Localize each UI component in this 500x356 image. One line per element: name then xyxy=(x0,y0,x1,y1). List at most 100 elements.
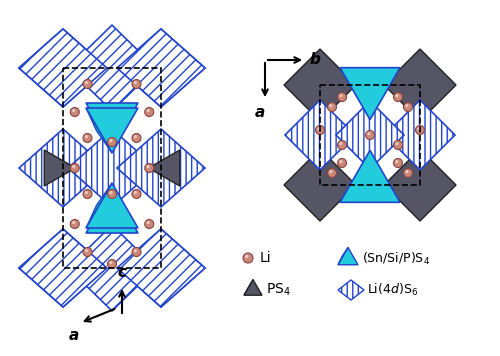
Polygon shape xyxy=(148,150,180,186)
Circle shape xyxy=(70,108,80,116)
Circle shape xyxy=(110,191,112,194)
Circle shape xyxy=(396,160,398,163)
Polygon shape xyxy=(68,129,156,207)
Circle shape xyxy=(134,191,137,194)
Polygon shape xyxy=(340,150,400,202)
Polygon shape xyxy=(244,279,262,295)
Circle shape xyxy=(406,170,408,173)
Circle shape xyxy=(134,135,137,138)
Text: Li: Li xyxy=(260,251,272,265)
Circle shape xyxy=(243,253,253,263)
Polygon shape xyxy=(68,225,156,311)
Circle shape xyxy=(245,255,248,258)
Circle shape xyxy=(144,108,154,116)
Circle shape xyxy=(418,127,420,130)
Polygon shape xyxy=(284,49,356,121)
Polygon shape xyxy=(117,29,205,107)
Circle shape xyxy=(328,103,336,111)
Polygon shape xyxy=(19,229,107,307)
Polygon shape xyxy=(384,149,456,221)
Text: (Sn/Si/P)S$_4$: (Sn/Si/P)S$_4$ xyxy=(362,251,430,267)
Circle shape xyxy=(108,260,116,268)
Polygon shape xyxy=(19,29,107,107)
Polygon shape xyxy=(86,183,112,228)
Polygon shape xyxy=(68,25,156,111)
Circle shape xyxy=(146,221,150,224)
Circle shape xyxy=(396,94,398,97)
Circle shape xyxy=(83,134,92,142)
Circle shape xyxy=(85,135,88,138)
Circle shape xyxy=(72,109,75,112)
Circle shape xyxy=(72,165,75,168)
Circle shape xyxy=(85,249,88,252)
Polygon shape xyxy=(338,280,364,300)
Text: c: c xyxy=(118,265,126,280)
Text: b: b xyxy=(310,52,321,68)
Circle shape xyxy=(85,191,88,194)
Circle shape xyxy=(146,165,150,168)
Circle shape xyxy=(144,163,154,173)
Circle shape xyxy=(146,109,150,112)
Circle shape xyxy=(394,93,402,101)
Polygon shape xyxy=(19,129,107,207)
Circle shape xyxy=(132,79,141,89)
Circle shape xyxy=(338,93,346,101)
Circle shape xyxy=(368,132,370,135)
Circle shape xyxy=(316,126,324,135)
Circle shape xyxy=(134,249,137,252)
Polygon shape xyxy=(117,129,205,207)
Circle shape xyxy=(338,158,346,168)
Polygon shape xyxy=(117,29,205,107)
Polygon shape xyxy=(68,229,156,307)
Polygon shape xyxy=(284,149,356,221)
Circle shape xyxy=(338,141,346,150)
Circle shape xyxy=(70,163,80,173)
Circle shape xyxy=(330,170,332,173)
Circle shape xyxy=(396,142,398,145)
Polygon shape xyxy=(117,229,205,307)
Polygon shape xyxy=(86,108,112,153)
Circle shape xyxy=(404,103,412,111)
Polygon shape xyxy=(44,150,76,186)
Circle shape xyxy=(85,81,88,84)
Polygon shape xyxy=(86,108,138,153)
Polygon shape xyxy=(86,188,138,233)
Circle shape xyxy=(72,221,75,224)
Circle shape xyxy=(108,189,116,199)
Polygon shape xyxy=(338,247,348,265)
Circle shape xyxy=(110,139,112,142)
Circle shape xyxy=(340,160,342,163)
Polygon shape xyxy=(384,49,456,121)
Circle shape xyxy=(406,104,408,107)
Polygon shape xyxy=(19,229,107,307)
Polygon shape xyxy=(19,29,107,107)
Polygon shape xyxy=(244,279,253,295)
Polygon shape xyxy=(285,100,355,170)
Circle shape xyxy=(416,126,424,135)
Polygon shape xyxy=(117,229,205,307)
Circle shape xyxy=(110,261,112,264)
Circle shape xyxy=(318,127,320,130)
Circle shape xyxy=(394,141,402,150)
Circle shape xyxy=(404,168,412,178)
Text: a: a xyxy=(69,328,79,343)
Circle shape xyxy=(132,134,141,142)
Circle shape xyxy=(83,247,92,257)
Circle shape xyxy=(330,104,332,107)
Circle shape xyxy=(70,220,80,229)
Circle shape xyxy=(132,189,141,199)
Circle shape xyxy=(83,79,92,89)
Polygon shape xyxy=(385,100,455,170)
Polygon shape xyxy=(336,101,404,169)
Circle shape xyxy=(134,81,137,84)
Circle shape xyxy=(366,131,374,140)
Circle shape xyxy=(328,168,336,178)
Circle shape xyxy=(108,137,116,147)
Text: Li(4$d$)S$_6$: Li(4$d$)S$_6$ xyxy=(367,282,418,298)
Polygon shape xyxy=(86,183,138,228)
Circle shape xyxy=(132,247,141,257)
Circle shape xyxy=(144,220,154,229)
Text: a: a xyxy=(255,105,265,120)
Text: PS$_4$: PS$_4$ xyxy=(266,282,291,298)
Circle shape xyxy=(340,94,342,97)
